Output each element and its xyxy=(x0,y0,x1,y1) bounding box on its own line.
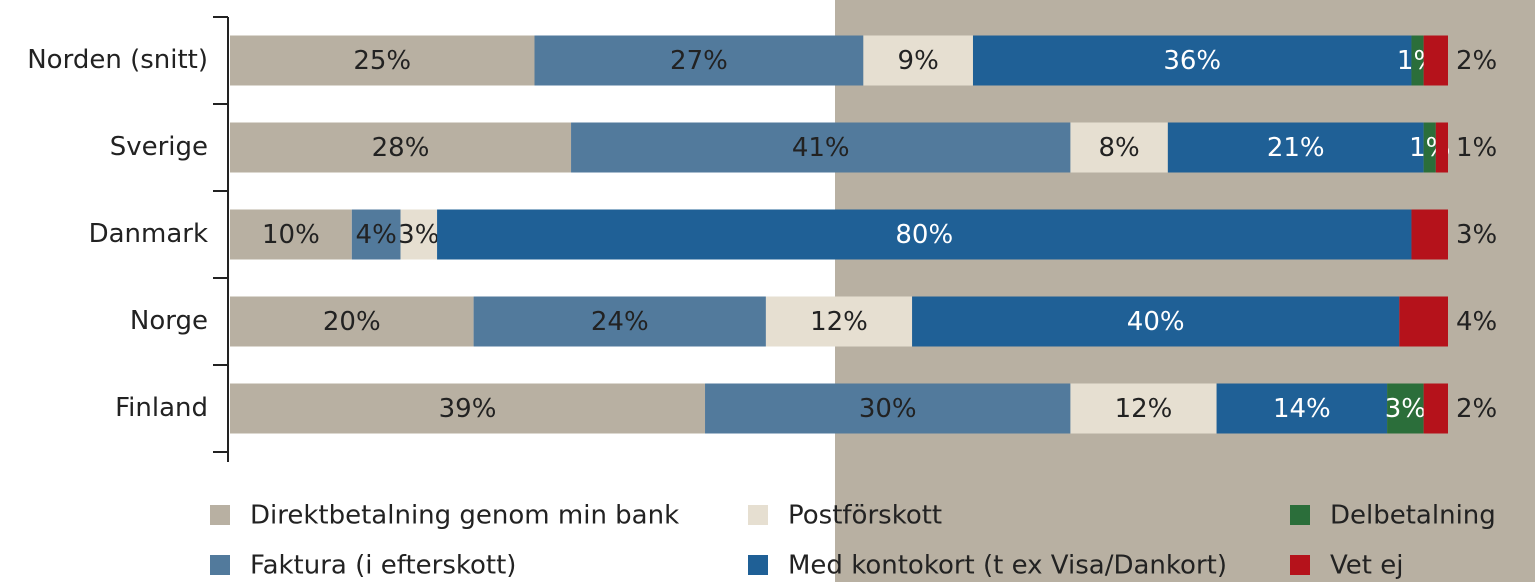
data-label: 2% xyxy=(1456,46,1497,76)
data-label: 20% xyxy=(323,307,381,337)
bar-segment xyxy=(1423,35,1448,86)
data-label: 80% xyxy=(895,220,953,250)
legend-label: Faktura (i efterskott) xyxy=(250,551,516,581)
data-label: 12% xyxy=(810,307,868,337)
y-tick-label: Sverige xyxy=(110,132,208,162)
data-label: 3% xyxy=(1456,220,1497,250)
bar-segment xyxy=(571,122,1071,173)
data-label: 24% xyxy=(591,307,649,337)
legend-swatch xyxy=(1290,505,1310,525)
data-label: 12% xyxy=(1115,394,1173,424)
data-label: 36% xyxy=(1163,46,1221,76)
data-label: 21% xyxy=(1267,133,1325,163)
data-label: 10% xyxy=(262,220,320,250)
bar-segment xyxy=(230,35,535,86)
legend-label: Direktbetalning genom min bank xyxy=(250,501,679,531)
legend-swatch xyxy=(748,555,768,575)
bar-segment xyxy=(351,209,401,260)
bar-segment xyxy=(230,122,572,173)
legend-label: Delbetalning xyxy=(1330,501,1496,531)
bar-segment xyxy=(972,35,1412,86)
data-label: 9% xyxy=(898,46,939,76)
bar-segment xyxy=(1387,383,1424,434)
bar-segment xyxy=(912,296,1400,347)
legend-swatch xyxy=(210,505,230,525)
y-tick-label: Finland xyxy=(115,393,208,423)
data-label: 8% xyxy=(1099,133,1140,163)
data-label: 28% xyxy=(372,133,430,163)
legend-swatch xyxy=(210,555,230,575)
background-panel xyxy=(835,0,1535,582)
y-tick-label: Norge xyxy=(130,306,208,336)
bar-segment xyxy=(1216,383,1388,434)
data-label: 4% xyxy=(1456,307,1497,337)
bar-segment xyxy=(1070,122,1168,173)
legend-swatch xyxy=(748,505,768,525)
legend-label: Postförskott xyxy=(788,501,942,531)
bar-segment xyxy=(1435,122,1448,173)
data-label: 39% xyxy=(439,394,497,424)
bar-segment xyxy=(230,209,352,260)
bar-segment xyxy=(705,383,1071,434)
bar-segment xyxy=(765,296,913,347)
bar-segment xyxy=(1167,122,1424,173)
data-label: 1% xyxy=(1456,133,1497,163)
bar-segment xyxy=(863,35,973,86)
bar-segment xyxy=(1411,209,1448,260)
bar-segment xyxy=(534,35,864,86)
bar-segment xyxy=(1070,383,1217,434)
data-label: 41% xyxy=(792,133,850,163)
bar-segment xyxy=(1423,383,1448,434)
data-label: 25% xyxy=(353,46,411,76)
data-label: 40% xyxy=(1127,307,1185,337)
legend-swatch xyxy=(1290,555,1310,575)
legend-label: Vet ej xyxy=(1330,551,1403,581)
data-label: 30% xyxy=(859,394,917,424)
bar-segment xyxy=(1423,122,1436,173)
legend-label: Med kontokort (t ex Visa/Dankort) xyxy=(788,551,1227,581)
data-label: 2% xyxy=(1456,394,1497,424)
bar-segment xyxy=(230,383,706,434)
bar-segment xyxy=(1411,35,1424,86)
y-tick-label: Norden (snitt) xyxy=(27,45,208,75)
data-label: 27% xyxy=(670,46,728,76)
data-label: 3% xyxy=(1385,394,1426,424)
bar-segment xyxy=(473,296,766,347)
data-label: 14% xyxy=(1273,394,1331,424)
y-tick-label: Danmark xyxy=(89,219,208,249)
data-label: 4% xyxy=(356,220,397,250)
bar-segment xyxy=(1399,296,1448,347)
bar-segment xyxy=(400,209,438,260)
data-label: 3% xyxy=(398,220,439,250)
bar-segment xyxy=(437,209,1412,260)
bar-segment xyxy=(230,296,474,347)
